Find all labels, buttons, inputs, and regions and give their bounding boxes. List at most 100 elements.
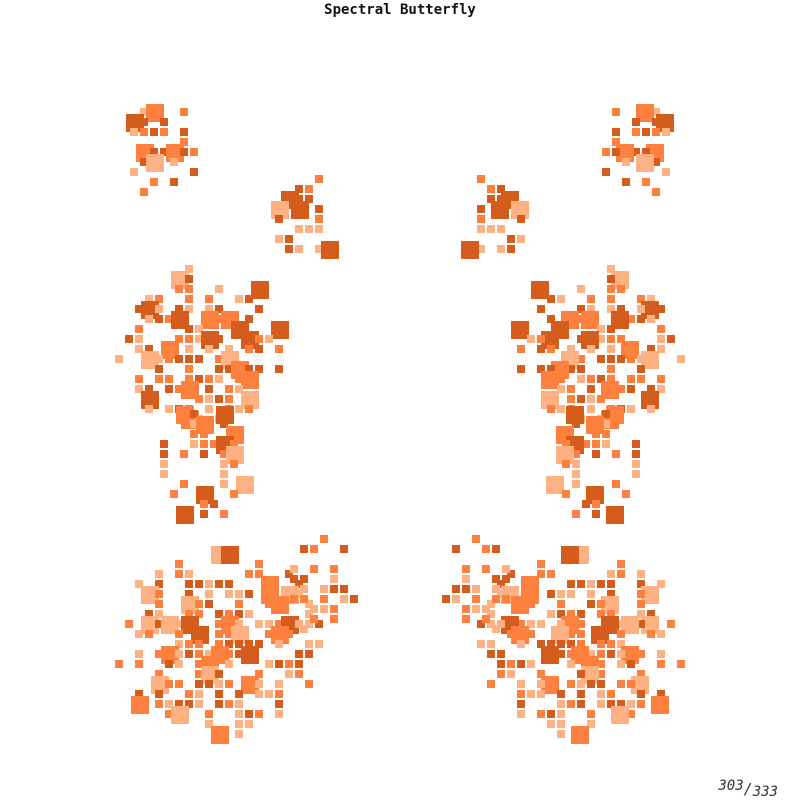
mosaic-tile-left xyxy=(305,225,313,233)
mosaic-tile-left xyxy=(161,646,179,664)
mosaic-tile-left xyxy=(185,275,193,283)
mosaic-tile-right xyxy=(487,640,495,648)
mosaic-tile-left xyxy=(241,391,259,409)
mosaic-tile-right xyxy=(482,605,490,613)
mosaic-tile-left xyxy=(275,660,283,668)
mosaic-tile-left xyxy=(160,118,168,126)
mosaic-tile-left xyxy=(195,325,203,333)
mosaic-tile-left xyxy=(220,470,228,478)
mosaic-tile-left xyxy=(215,580,223,588)
mosaic-tile-left xyxy=(185,580,193,588)
mosaic-tile-right xyxy=(572,450,580,458)
mosaic-tile-right xyxy=(597,670,605,678)
mosaic-tile-left xyxy=(305,600,313,608)
mosaic-tile-left xyxy=(165,710,173,718)
mosaic-tile-left xyxy=(166,144,184,162)
mosaic-tile-right xyxy=(557,650,565,658)
mosaic-tile-right xyxy=(547,720,555,728)
mosaic-tile-left xyxy=(235,730,243,738)
mosaic-tile-left xyxy=(285,660,293,668)
mosaic-tile-left xyxy=(115,660,123,668)
mosaic-tile-left xyxy=(295,195,303,203)
mosaic-tile-left xyxy=(245,295,253,303)
mosaic-tile-left xyxy=(180,450,188,458)
mosaic-tile-right xyxy=(567,680,575,688)
mosaic-tile-left xyxy=(160,450,168,458)
mosaic-tile-left xyxy=(255,620,263,628)
mosaic-tile-left xyxy=(265,630,273,638)
mosaic-tile-right xyxy=(547,610,555,618)
mosaic-tile-right xyxy=(587,305,595,313)
mosaic-tile-right xyxy=(492,585,500,593)
mosaic-tile-right xyxy=(462,565,470,573)
mosaic-tile-left xyxy=(140,158,148,166)
mosaic-tile-right xyxy=(577,285,585,293)
mosaic-tile-right xyxy=(641,391,659,409)
mosaic-tile-left xyxy=(141,351,159,369)
mosaic-tile-left xyxy=(230,440,238,448)
mosaic-tile-left xyxy=(255,570,263,578)
mosaic-tile-right xyxy=(607,375,615,383)
mosaic-tile-right xyxy=(537,335,545,343)
mosaic-tile-right xyxy=(651,696,669,714)
mosaic-tile-right xyxy=(657,325,665,333)
mosaic-tile-right xyxy=(617,335,625,343)
mosaic-tile-left xyxy=(175,660,183,668)
mosaic-tile-left xyxy=(305,680,313,688)
mosaic-tile-left xyxy=(185,640,193,648)
mosaic-tile-left xyxy=(315,225,323,233)
mosaic-tile-right xyxy=(586,416,604,434)
mosaic-tile-right xyxy=(647,295,655,303)
mosaic-tile-left xyxy=(175,650,183,658)
mosaic-tile-left xyxy=(185,590,193,598)
mosaic-tile-right xyxy=(557,690,565,698)
mosaic-tile-right xyxy=(657,660,665,668)
mosaic-tile-left xyxy=(175,700,183,708)
mosaic-tile-right xyxy=(577,375,585,383)
mosaic-tile-left xyxy=(315,640,323,648)
mosaic-tile-right xyxy=(627,700,635,708)
mosaic-tile-right xyxy=(647,345,655,353)
mosaic-tile-left xyxy=(200,500,208,508)
mosaic-tile-left xyxy=(201,331,219,349)
mosaic-tile-right xyxy=(557,700,565,708)
mosaic-tile-right xyxy=(581,311,599,329)
mosaic-tile-right xyxy=(637,690,645,698)
mosaic-tile-right xyxy=(547,405,555,413)
mosaic-tile-right xyxy=(527,335,535,343)
mosaic-tile-right xyxy=(621,616,639,634)
mosaic-tile-right xyxy=(557,620,565,628)
mosaic-tile-right xyxy=(657,305,665,313)
mosaic-tile-right xyxy=(587,405,595,413)
mosaic-tile-right xyxy=(487,650,495,658)
mosaic-tile-left xyxy=(275,345,283,353)
mosaic-tile-right xyxy=(577,610,585,618)
mosaic-tile-left xyxy=(135,580,143,588)
mosaic-tile-right xyxy=(606,506,624,524)
mosaic-tile-right xyxy=(607,295,615,303)
mosaic-tile-left xyxy=(135,335,143,343)
mosaic-tile-right xyxy=(657,335,665,343)
mosaic-tile-left xyxy=(165,385,173,393)
mosaic-tile-left xyxy=(295,225,303,233)
mosaic-tile-left xyxy=(146,154,164,172)
mosaic-tile-right xyxy=(612,480,620,488)
mosaic-tile-right xyxy=(587,600,595,608)
mosaic-tile-right xyxy=(597,375,605,383)
mosaic-tile-right xyxy=(632,460,640,468)
mosaic-tile-left xyxy=(190,168,198,176)
mosaic-tile-right xyxy=(587,580,595,588)
mosaic-tile-left xyxy=(310,615,318,623)
mosaic-tile-right xyxy=(617,285,625,293)
mosaic-tile-left xyxy=(185,305,193,313)
mosaic-tile-left xyxy=(241,371,259,389)
mosaic-tile-left xyxy=(125,620,133,628)
mosaic-tile-left xyxy=(185,335,193,343)
mosaic-tile-right xyxy=(637,670,645,678)
mosaic-tile-right xyxy=(572,470,580,478)
mosaic-tile-left xyxy=(285,245,293,253)
mosaic-tile-right xyxy=(657,375,665,383)
mosaic-tile-left xyxy=(141,391,159,409)
mosaic-tile-right xyxy=(541,676,559,694)
mosaic-tile-right xyxy=(587,395,595,403)
